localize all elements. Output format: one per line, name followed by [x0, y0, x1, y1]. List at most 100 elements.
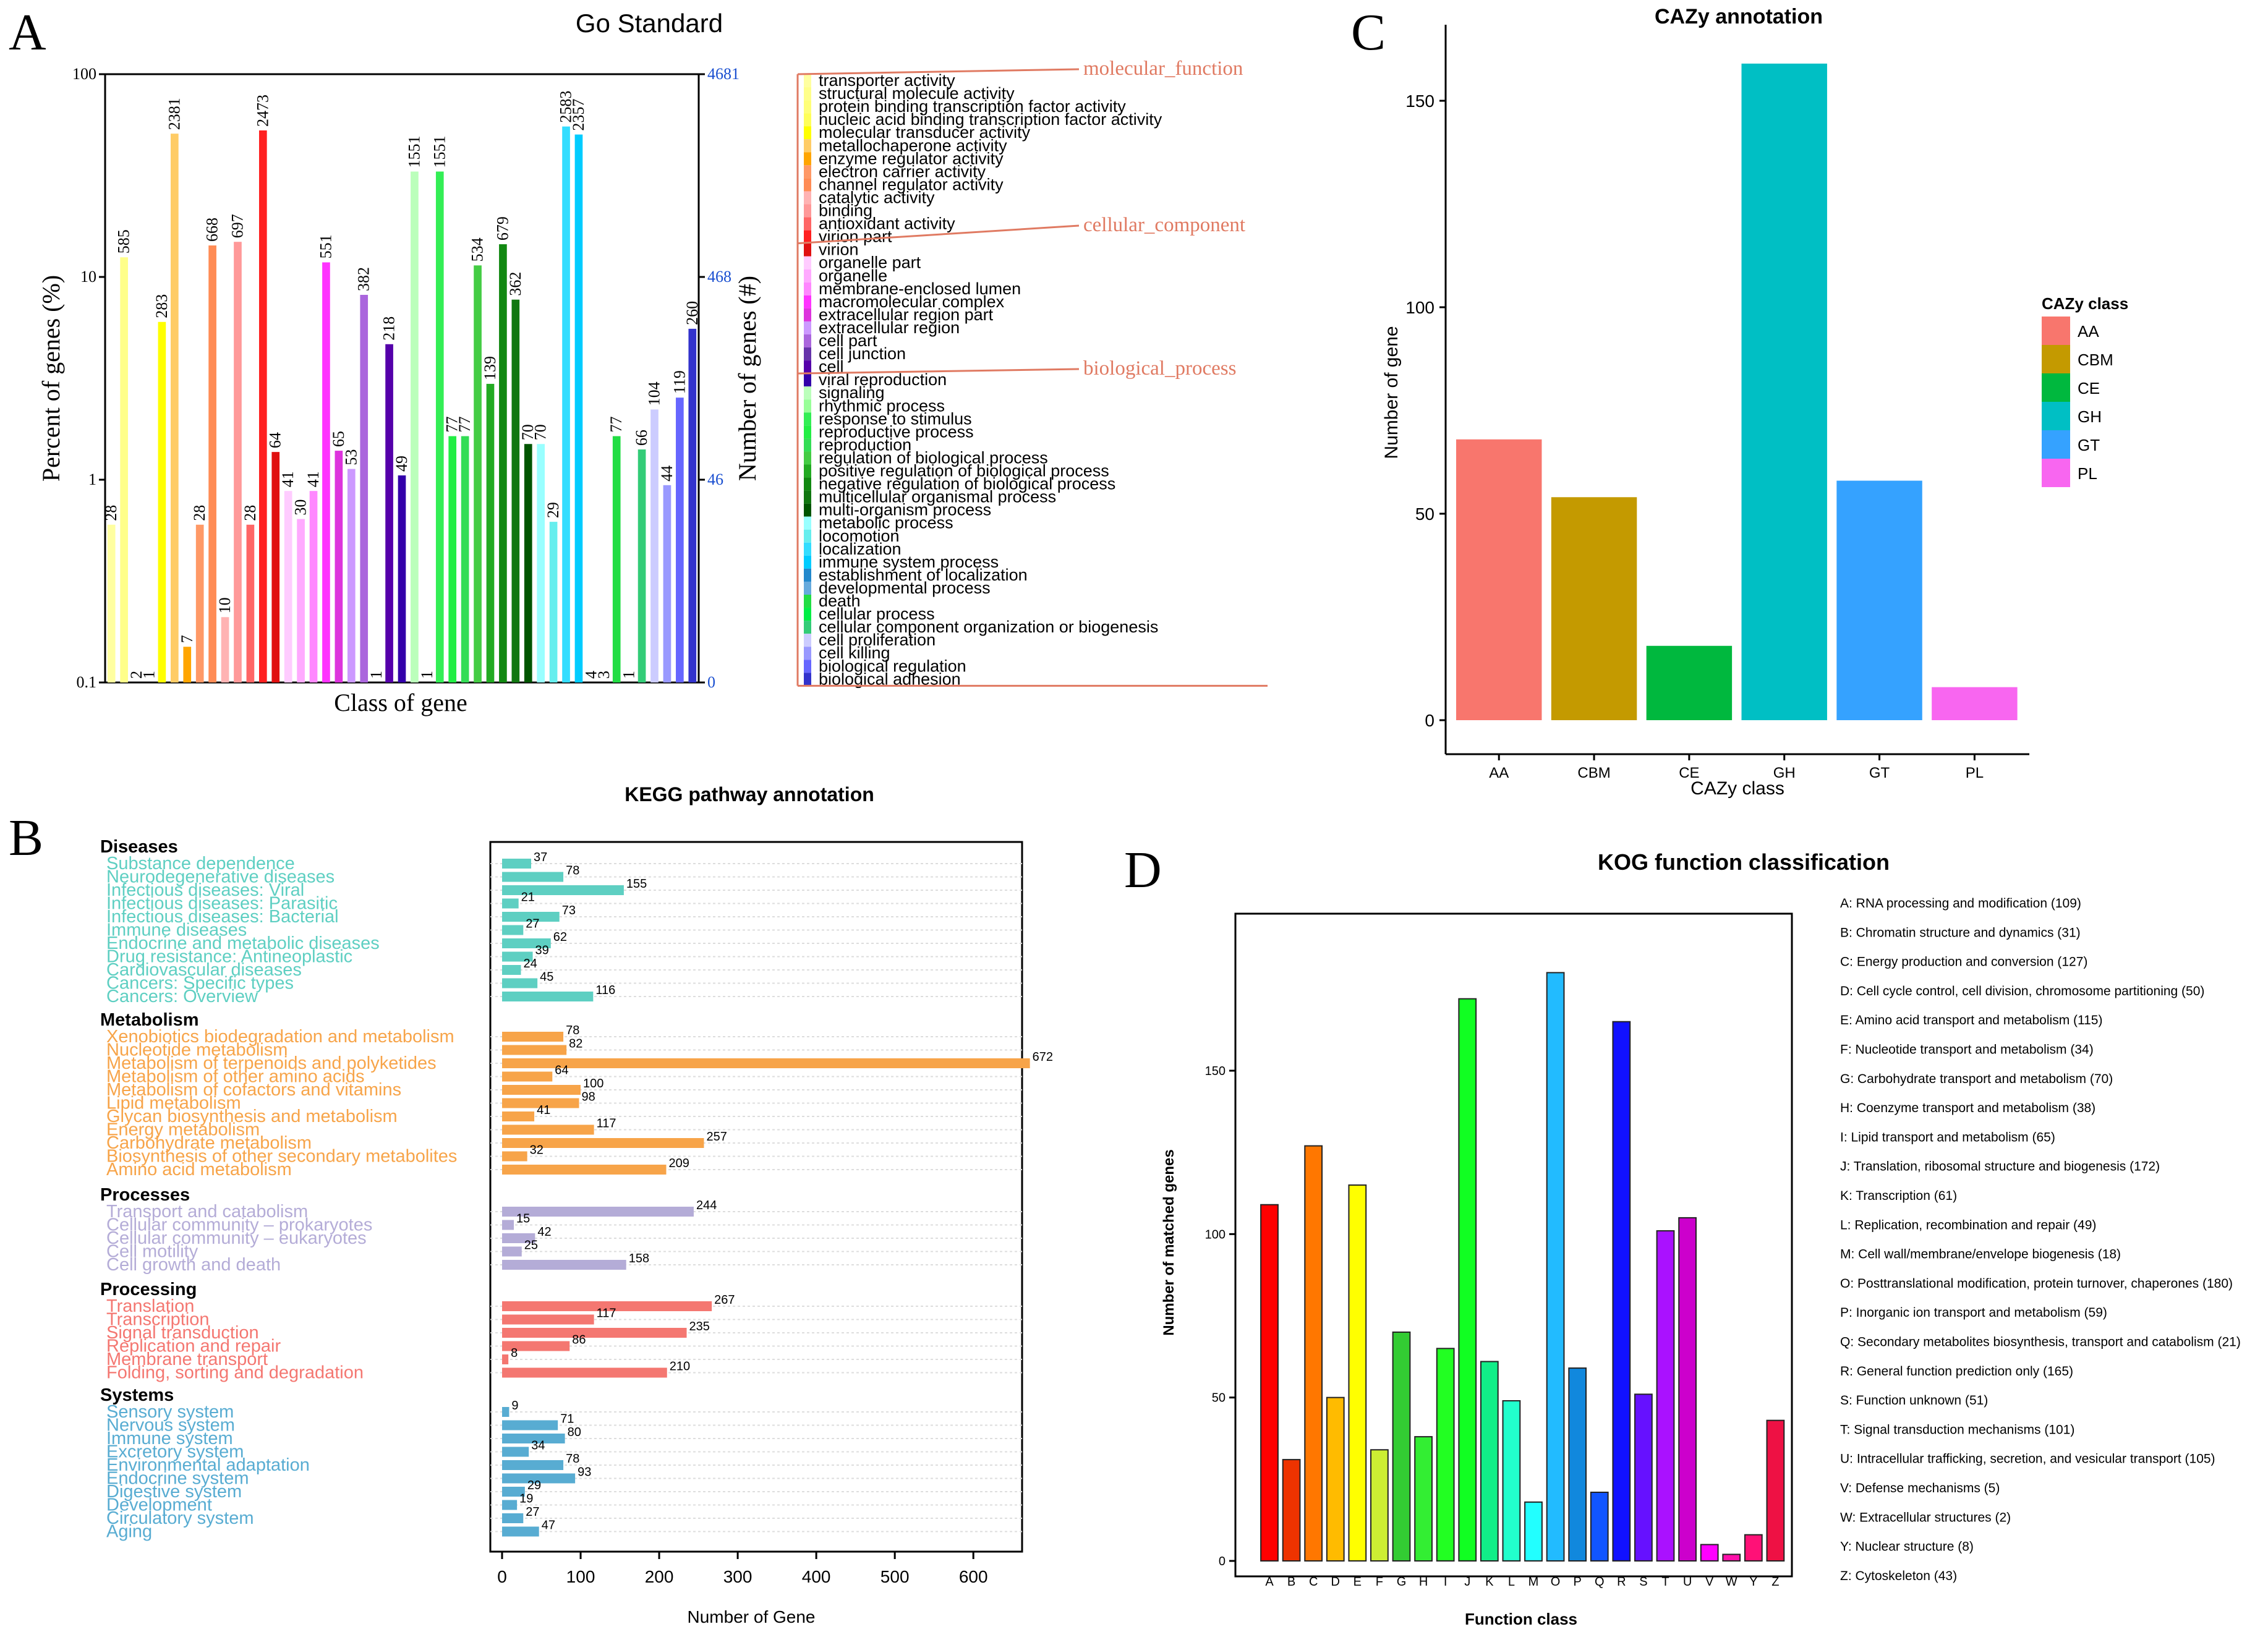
- c-title: CAZy annotation: [1655, 5, 1823, 28]
- a-bar-label: 551: [317, 234, 335, 258]
- a-bar-label: 66: [633, 430, 650, 446]
- b-bar-label: 71: [560, 1413, 574, 1426]
- d-legend-entry: C: Energy production and conversion (127…: [1840, 955, 2087, 969]
- a-ylabel-right: Number of genes (#): [733, 276, 761, 481]
- a-legend-label: catalytic activity: [819, 188, 935, 206]
- a-legend-swatch: [804, 217, 811, 231]
- c-legend-swatch: [2042, 317, 2070, 345]
- b-category-label: Digestive system: [106, 1482, 242, 1502]
- a-legend-label: regulation of biological process: [819, 448, 1048, 467]
- b-bar-label: 267: [714, 1293, 735, 1307]
- a-bar: [258, 130, 267, 682]
- a-legend-label: macromolecular complex: [819, 292, 1005, 311]
- a-bar: [676, 397, 684, 682]
- b-bar-label: 25: [524, 1239, 538, 1252]
- a-bar-label: 77: [456, 417, 474, 433]
- d-x-tick-label: J: [1464, 1575, 1470, 1589]
- a-legend-swatch: [804, 269, 811, 283]
- a-bar-label: 1: [620, 671, 638, 679]
- c-x-tick-label: PL: [1966, 765, 1984, 781]
- b-category-label: Lipid metabolism: [106, 1094, 241, 1113]
- b-bar-label: 39: [535, 944, 549, 958]
- c-bar: [1741, 63, 1827, 720]
- b-x-tick-label: 100: [566, 1567, 595, 1586]
- a-legend-label: locomotion: [819, 527, 900, 545]
- d-x-tick-label: S: [1639, 1575, 1647, 1589]
- d-bar: [1546, 972, 1565, 1562]
- a-legend-label: antioxidant activity: [819, 215, 955, 233]
- a-bar-label: 679: [493, 216, 511, 240]
- b-bar: [502, 1124, 594, 1135]
- b-category-label: Development: [106, 1495, 212, 1515]
- a-legend-label: structural molecule activity: [819, 84, 1015, 103]
- c-legend-swatch: [2042, 430, 2070, 459]
- b-category-label: Infectious diseases: Viral: [106, 880, 304, 900]
- a-bar: [158, 321, 166, 682]
- b-category-label: Transcription: [106, 1310, 210, 1330]
- b-bar: [502, 1151, 527, 1162]
- b-bar-label: 27: [526, 917, 539, 931]
- a-legend-label: rhythmic process: [819, 396, 945, 415]
- d-bar: [1568, 1367, 1587, 1562]
- a-bar: [183, 647, 192, 682]
- b-category-label: Signal transduction: [106, 1323, 259, 1343]
- c-bar: [1551, 497, 1637, 720]
- d-legend-entry: H: Coenzyme transport and metabolism (38…: [1840, 1101, 2095, 1115]
- a-bar: [537, 444, 545, 682]
- a-legend-label: cell killing: [819, 644, 890, 662]
- a-legend-swatch: [804, 647, 811, 660]
- a-group-label: molecular_function: [1083, 57, 1243, 80]
- a-legend-label: virion: [819, 240, 859, 259]
- a-legend-label: negative regulation of biological proces…: [819, 475, 1115, 493]
- b-category-label: Energy metabolism: [106, 1120, 260, 1140]
- b-bar: [502, 1487, 525, 1497]
- a-bar: [612, 436, 621, 682]
- a-legend-swatch: [804, 230, 811, 244]
- d-legend-entry: P: Inorganic ion transport and metabolis…: [1840, 1306, 2107, 1320]
- b-bar: [502, 925, 524, 935]
- b-bar-label: 73: [562, 904, 576, 917]
- a-legend-swatch: [804, 451, 811, 465]
- a-legend-swatch: [804, 347, 811, 361]
- a-bar: [120, 257, 128, 682]
- c-legend-swatch: [2042, 345, 2070, 373]
- a-bar: [297, 519, 305, 682]
- a-bar: [562, 126, 570, 682]
- b-category-label: Immune system: [106, 1429, 233, 1448]
- b-bar-label: 98: [581, 1090, 595, 1104]
- d-legend-entry: U: Intracellular trafficking, secretion,…: [1840, 1452, 2215, 1466]
- a-legend-label: organelle: [819, 266, 887, 285]
- b-bar-label: 62: [553, 930, 567, 944]
- a-bar-label: 668: [203, 218, 221, 242]
- a-legend-swatch: [804, 360, 811, 374]
- c-bar: [1456, 439, 1542, 720]
- b-bar-label: 9: [511, 1399, 518, 1413]
- a-legend-label: protein binding transcription factor act…: [819, 97, 1126, 116]
- b-bar: [502, 1314, 594, 1325]
- a-bar-label: 2583: [557, 91, 575, 123]
- a-bar: [360, 294, 369, 682]
- c-y-tick-label: 150: [1405, 91, 1435, 111]
- a-bar-label: 382: [355, 267, 373, 291]
- d-bar: [1590, 1491, 1609, 1562]
- a-legend-swatch: [804, 581, 811, 595]
- b-category-label: Circulatory system: [106, 1508, 254, 1528]
- d-legend-entry: D: Cell cycle control, cell division, ch…: [1840, 984, 2204, 998]
- a-legend-label: developmental process: [819, 579, 991, 597]
- b-category-label: Cancers: Overview: [106, 987, 258, 1006]
- d-bar: [1480, 1361, 1499, 1562]
- a-bar: [309, 491, 318, 682]
- a-group-line: [797, 368, 1080, 375]
- d-bar: [1414, 1436, 1433, 1562]
- a-bar-label: 7: [178, 635, 196, 643]
- a-legend-swatch: [804, 126, 811, 140]
- b-bar-label: 32: [530, 1144, 544, 1157]
- a-bar: [208, 245, 216, 682]
- a-legend-label: molecular transducer activity: [819, 123, 1031, 142]
- a-legend-swatch: [804, 295, 811, 308]
- c-legend-label: CE: [2078, 379, 2100, 397]
- c-legend-label: PL: [2078, 464, 2097, 483]
- b-bar: [502, 885, 624, 895]
- a-legend-swatch: [804, 660, 811, 673]
- b-bar: [502, 951, 533, 962]
